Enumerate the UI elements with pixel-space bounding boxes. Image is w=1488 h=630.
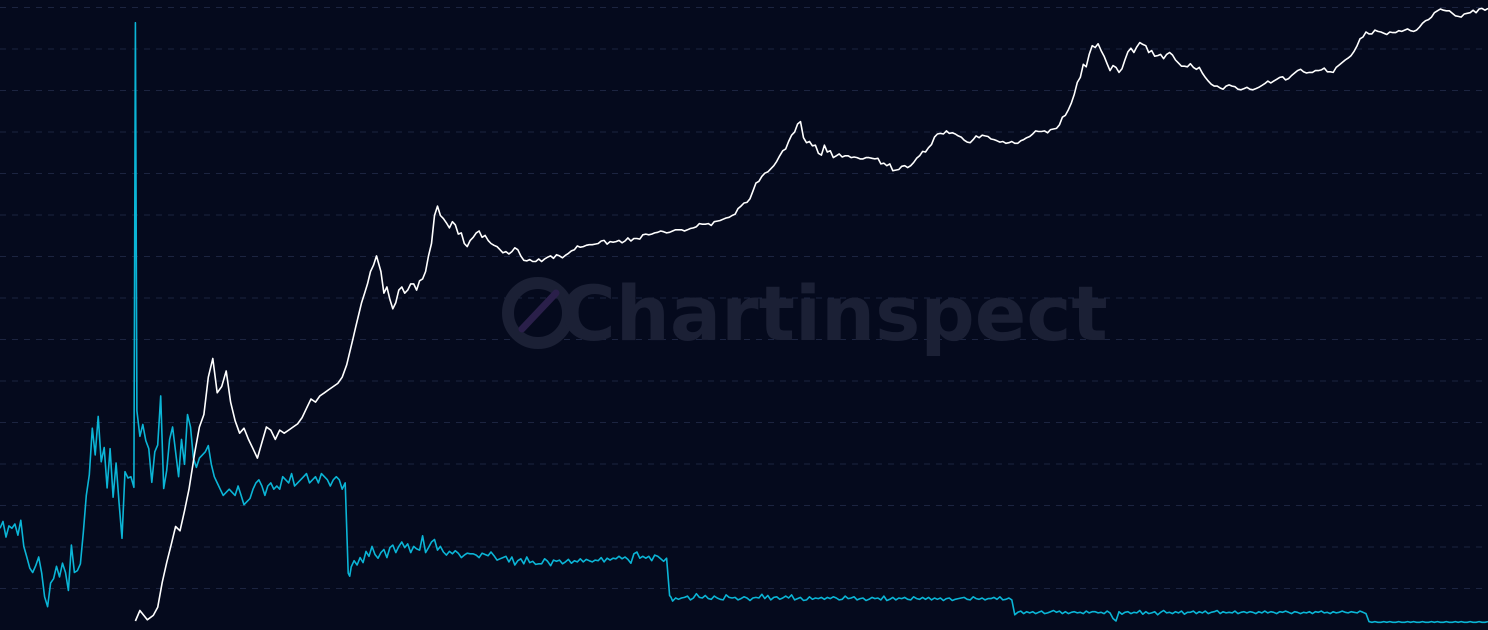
chartinspect-logo-icon bbox=[502, 277, 574, 349]
grid bbox=[0, 7, 1488, 589]
series-layer bbox=[0, 7, 1488, 624]
watermark: Chartinspect bbox=[502, 269, 1108, 358]
watermark-text: Chartinspect bbox=[560, 269, 1108, 358]
price-series-line bbox=[134, 7, 1488, 622]
indicator-series-line bbox=[0, 21, 1488, 624]
